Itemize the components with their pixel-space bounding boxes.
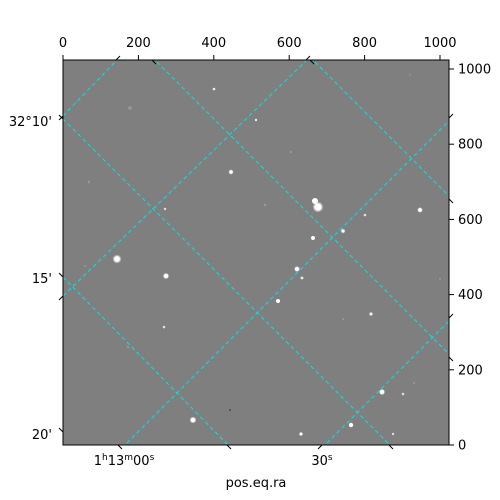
star [229, 170, 233, 174]
star [380, 390, 384, 394]
dec-tick-label: 32°10' [9, 115, 52, 130]
top-tick-label: 200 [126, 36, 151, 51]
top-tick-label: 0 [59, 36, 67, 51]
star [190, 417, 196, 423]
ra-minutes: 13 [108, 454, 125, 469]
right-tick-label: 0 [458, 439, 466, 454]
star [300, 276, 304, 280]
star [87, 180, 91, 184]
star [229, 409, 231, 411]
star [84, 265, 86, 267]
star [126, 345, 130, 349]
star [164, 274, 168, 278]
star [340, 228, 346, 234]
ra-hours: 1 [94, 454, 102, 469]
grid-line [63, 276, 229, 445]
top-tick-label: 600 [277, 36, 302, 51]
grid-line [63, 60, 308, 297]
ra-tick-label: 1h13m00s [94, 453, 155, 469]
star [295, 267, 299, 271]
star [312, 198, 318, 204]
star [348, 422, 354, 428]
right-tick-label: 200 [458, 363, 483, 378]
star [439, 278, 441, 280]
top-tick-label: 800 [352, 36, 377, 51]
star [418, 208, 422, 212]
star [254, 118, 258, 122]
sky-background [63, 60, 449, 445]
ra-hours-unit: h [102, 453, 108, 463]
star [128, 106, 132, 110]
grid-line [324, 320, 449, 445]
star [263, 203, 267, 207]
ra-tick-label: 30s [311, 453, 333, 469]
top-axis-ticks [62, 55, 441, 60]
ra-seconds: 30 [311, 454, 328, 469]
ra-axis-label: pos.eq.ra [226, 476, 287, 491]
right-tick-label: 1000 [458, 63, 491, 78]
star [162, 325, 166, 329]
star [401, 392, 405, 396]
dec-tick-label: 15' [32, 272, 52, 287]
star [276, 299, 280, 303]
star [409, 74, 411, 76]
right-tick-label: 600 [458, 213, 483, 228]
plot-frame [62, 59, 450, 446]
ra-minutes-unit: m [124, 453, 133, 463]
grid-line [154, 60, 449, 355]
right-axis-ticks [449, 68, 454, 446]
dec-tick-label: 20' [32, 428, 52, 443]
star [412, 381, 416, 385]
right-tick-label: 400 [458, 288, 483, 303]
star [114, 256, 120, 262]
star [163, 207, 167, 211]
grid-line [63, 118, 391, 445]
star [299, 432, 303, 436]
ra-seconds-unit: s [150, 453, 155, 463]
star [369, 312, 373, 316]
grid-line [312, 60, 449, 197]
star [341, 317, 345, 321]
star [363, 213, 367, 217]
star [289, 150, 293, 154]
star [314, 203, 322, 211]
coordinate-grid [63, 60, 449, 445]
right-tick-label: 800 [458, 138, 483, 153]
ra-seconds: 00 [133, 454, 150, 469]
wcs-ticks [58, 55, 454, 450]
stars-layer [63, 60, 449, 445]
star [311, 236, 315, 240]
ra-seconds-unit: s [328, 453, 333, 463]
star [212, 87, 216, 91]
star [391, 432, 395, 436]
top-tick-label: 1000 [423, 36, 456, 51]
top-tick-label: 400 [201, 36, 226, 51]
